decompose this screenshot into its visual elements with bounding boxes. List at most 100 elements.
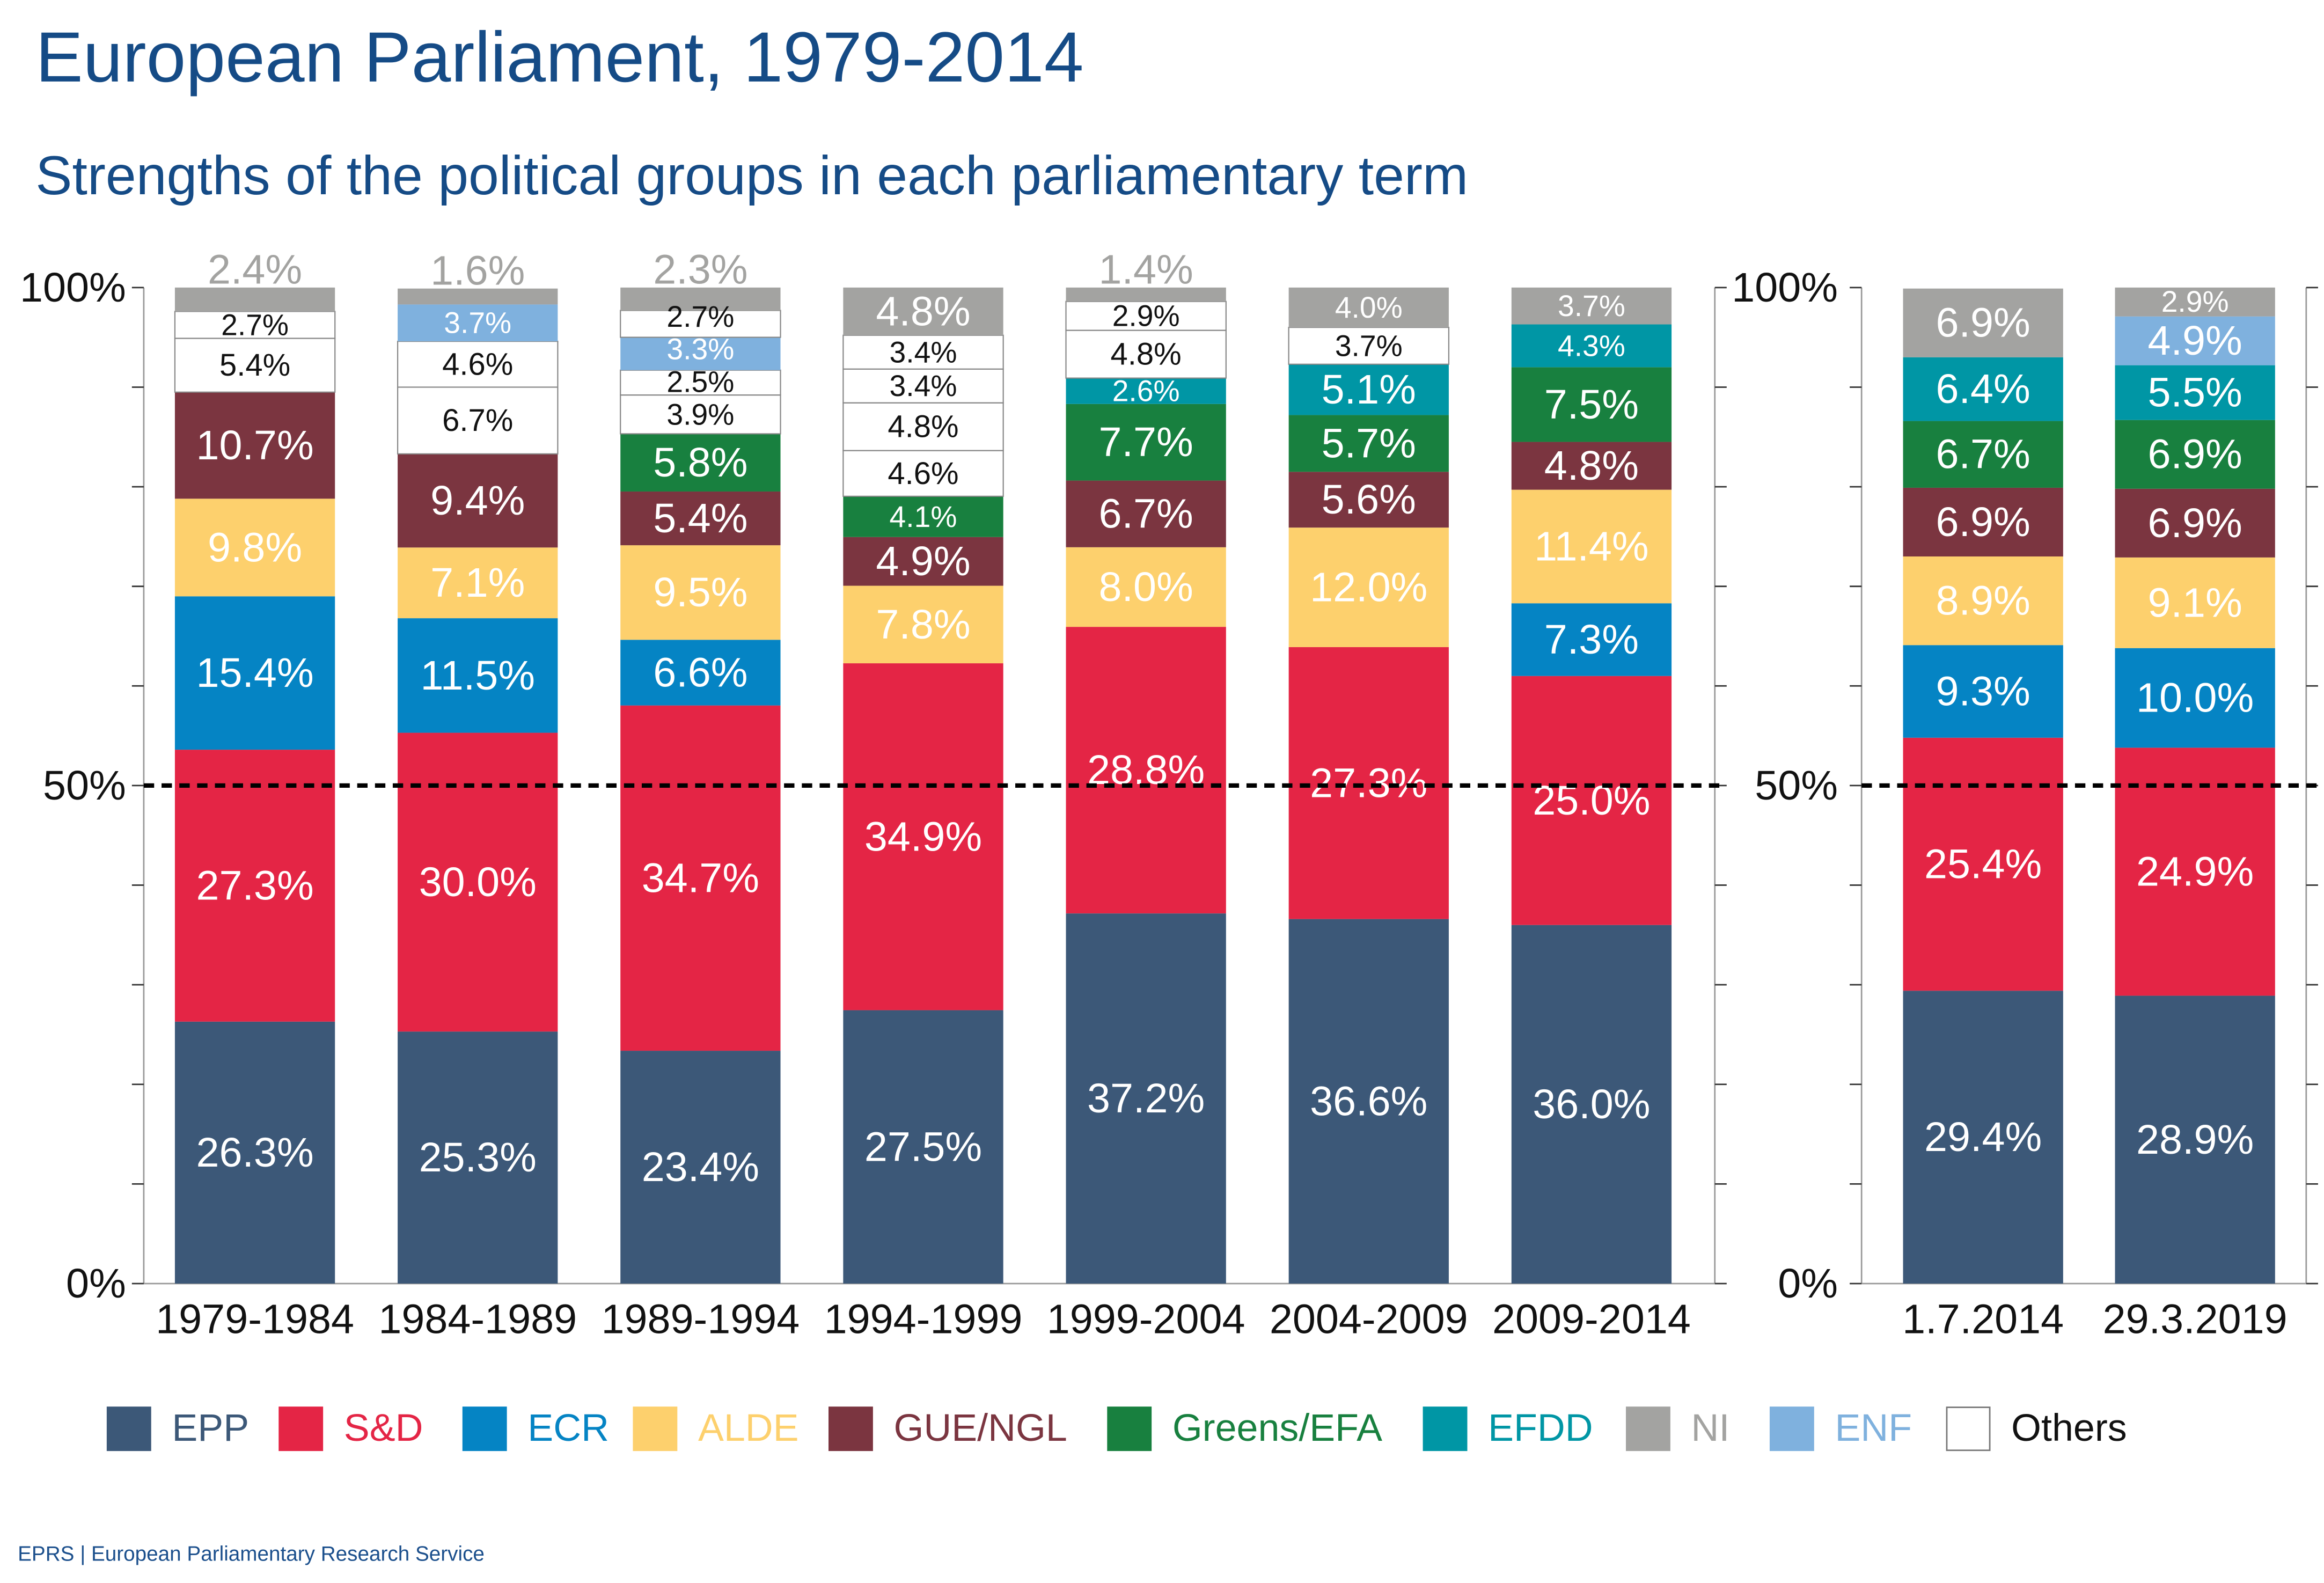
data-label: 6.7% [442, 403, 513, 438]
data-label: 7.7% [1099, 419, 1193, 465]
bar-segment-alde [1288, 527, 1449, 647]
data-label: 4.9% [2148, 318, 2242, 364]
legend-swatch [1107, 1405, 1152, 1450]
bar-segment-others [842, 368, 1004, 404]
bar-segment-epp [1066, 913, 1226, 1284]
bar-segment-others [620, 310, 781, 338]
data-label: 36.0% [1533, 1081, 1650, 1127]
data-label: 9.1% [2148, 580, 2242, 626]
bar-segment-epp [1288, 919, 1449, 1284]
data-label: 30.0% [419, 859, 537, 905]
data-label: 6.7% [1099, 491, 1193, 537]
legend-label: ECR [527, 1405, 609, 1450]
data-label: 36.6% [1310, 1078, 1427, 1124]
data-label: 4.8% [888, 409, 958, 444]
bar-segment-ni [1288, 287, 1449, 328]
legend-label: ENF [1835, 1405, 1912, 1450]
data-label: 2.7% [666, 300, 734, 333]
bar-segment-epp [1511, 925, 1672, 1284]
data-label: 6.9% [1936, 499, 2030, 545]
data-label: 5.7% [1322, 420, 1416, 466]
x-tick-label: 1989-1994 [601, 1296, 800, 1342]
data-label: 4.8% [1111, 337, 1182, 372]
bar-segment-s-d [398, 732, 558, 1032]
data-label: 27.3% [196, 862, 313, 908]
data-label: 3.7% [1335, 329, 1403, 362]
legend-swatch [1769, 1405, 1814, 1450]
legend-label: GUE/NGL [893, 1405, 1067, 1450]
bar-segment-alde [620, 545, 781, 640]
data-label: 5.4% [653, 495, 747, 541]
bar-segment-epp [620, 1051, 781, 1284]
bar-segment-ni [1066, 287, 1226, 302]
data-label: 2.9% [2161, 285, 2229, 318]
data-label: 24.9% [2136, 848, 2254, 895]
bar-segment-enf [2115, 316, 2275, 365]
bar-segment-alde [1903, 556, 2063, 646]
bar-segment-greens-efa [843, 496, 1003, 537]
bar-segment-s-d [1903, 737, 2063, 991]
bar-segment-s-d [1288, 647, 1449, 919]
bar-segment-others [397, 340, 559, 388]
bar-segment-others [1065, 329, 1227, 379]
y-tick-label: 100% [20, 265, 126, 311]
data-label: 4.0% [1335, 291, 1403, 324]
bar-segment-gue-ngl [1903, 487, 2063, 557]
data-label: 2.7% [221, 308, 289, 341]
bar-segment-gue-ngl [1511, 442, 1672, 490]
legend-label: Others [2011, 1405, 2127, 1450]
data-label: 2.6% [1112, 375, 1180, 408]
bar-segment-greens-efa [2115, 420, 2275, 489]
bar-segment-ecr [2115, 648, 2275, 748]
page-title: European Parliament, 1979-2014 [35, 19, 1084, 98]
data-label: 34.7% [642, 855, 759, 901]
bar-segment-others [1065, 301, 1227, 331]
x-tick-label: 1.7.2014 [1902, 1296, 2064, 1342]
bar-segment-ni [174, 287, 335, 312]
y-tick-label: 100% [1732, 265, 1838, 311]
legend-swatch [1946, 1405, 1991, 1450]
bar-segment-others [842, 402, 1004, 451]
bar-segment-alde [174, 499, 335, 597]
legend-swatch [633, 1405, 678, 1450]
data-label: 6.9% [2148, 431, 2242, 478]
bar-segment-ecr [174, 596, 335, 750]
data-label: 5.4% [219, 348, 290, 383]
legend-item: NI [1626, 1405, 1729, 1451]
bar-segment-greens-efa [1288, 415, 1449, 472]
bar-segment-ecr [1903, 645, 2063, 738]
data-label: 6.9% [1936, 300, 2030, 346]
bar-segment-efdd [1288, 364, 1449, 415]
data-label: 1.6% [430, 248, 525, 294]
bar-segment-others [174, 338, 336, 393]
data-label: 3.3% [666, 333, 734, 366]
bar-segment-others [620, 369, 781, 396]
x-tick-label: 2004-2009 [1270, 1296, 1468, 1342]
legend-swatch [106, 1405, 151, 1450]
data-label: 2.9% [1112, 299, 1180, 333]
bar-segment-ni [1511, 287, 1672, 325]
legend-item: EPP [106, 1405, 249, 1451]
legend-label: ALDE [698, 1405, 799, 1450]
data-label: 7.1% [430, 560, 525, 606]
legend-swatch [829, 1405, 873, 1450]
bar-segment-ni [2115, 287, 2275, 317]
data-label: 25.4% [1924, 841, 2042, 888]
data-label: 3.4% [890, 335, 957, 369]
legend-item: Greens/EFA [1107, 1405, 1382, 1451]
bar-segment-epp [174, 1021, 335, 1284]
bar-segment-s-d [1511, 676, 1672, 925]
data-label: 25.3% [419, 1134, 537, 1181]
data-label: 29.4% [1924, 1114, 2042, 1160]
data-label: 15.4% [196, 650, 313, 696]
x-tick-label: 29.3.2019 [2103, 1296, 2288, 1342]
data-label: 11.5% [420, 653, 535, 699]
bar-segment-greens-efa [1511, 367, 1672, 442]
y-tick-label: 0% [66, 1260, 126, 1307]
data-label: 8.9% [1936, 578, 2030, 624]
bar-segment-ecr [620, 640, 781, 706]
legend-item: Others [1946, 1405, 2127, 1451]
data-label: 3.9% [666, 398, 734, 431]
data-label: 2.4% [208, 247, 302, 293]
data-label: 4.8% [1544, 443, 1639, 489]
